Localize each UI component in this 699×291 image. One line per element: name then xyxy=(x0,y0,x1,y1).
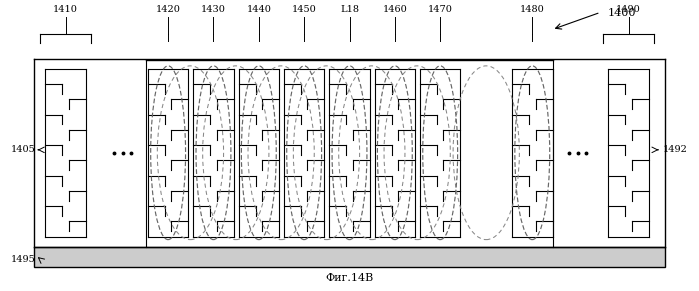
Text: 1405: 1405 xyxy=(11,145,36,154)
Text: 1410: 1410 xyxy=(53,5,78,14)
Text: 1495: 1495 xyxy=(11,255,36,265)
Text: 1460: 1460 xyxy=(382,5,408,14)
Text: 1450: 1450 xyxy=(291,5,317,14)
Text: 1492: 1492 xyxy=(663,145,688,154)
Text: Фиг.14В: Фиг.14В xyxy=(325,273,374,283)
Text: 1480: 1480 xyxy=(520,5,545,14)
Text: 1400: 1400 xyxy=(607,8,636,18)
Text: 1430: 1430 xyxy=(201,5,226,14)
Text: 1470: 1470 xyxy=(428,5,453,14)
Text: 1440: 1440 xyxy=(246,5,271,14)
Text: 1420: 1420 xyxy=(156,5,180,14)
Text: 1490: 1490 xyxy=(617,5,641,14)
Text: L18: L18 xyxy=(340,5,359,14)
Bar xyxy=(34,247,665,267)
